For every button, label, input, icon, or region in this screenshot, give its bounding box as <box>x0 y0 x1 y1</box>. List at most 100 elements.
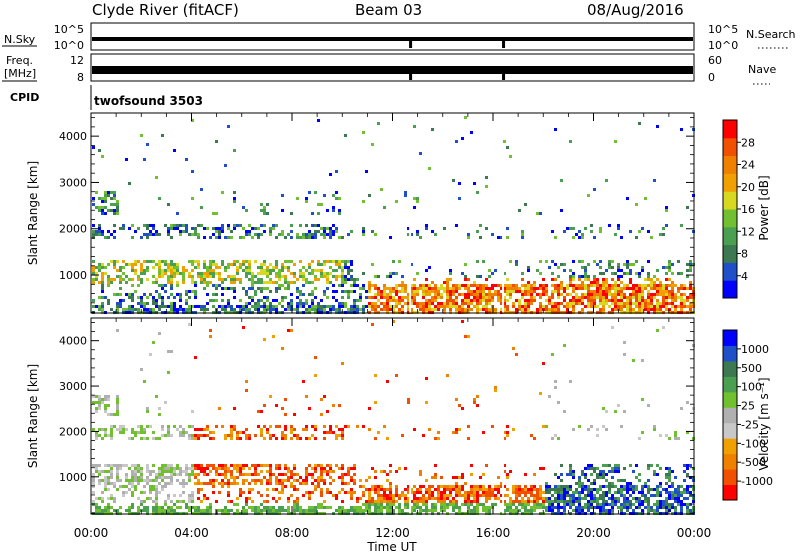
heatmap-cell <box>350 308 353 311</box>
heatmap-cell <box>353 464 356 467</box>
heatmap-cell <box>602 287 605 290</box>
heatmap-cell <box>152 281 155 284</box>
heatmap-cell <box>401 275 404 278</box>
heatmap-cell <box>92 230 95 233</box>
heatmap-cell <box>662 287 665 290</box>
heatmap-cell <box>566 305 569 308</box>
heatmap-cell <box>377 497 380 500</box>
heatmap-cell <box>155 302 158 305</box>
heatmap-cell <box>323 260 326 263</box>
heatmap-cell <box>587 479 590 482</box>
heatmap-cell <box>623 272 626 275</box>
heatmap-cell <box>242 326 245 329</box>
heatmap-cell <box>602 308 605 311</box>
heatmap-cell <box>659 287 662 290</box>
heatmap-cell <box>245 233 248 236</box>
heatmap-cell <box>266 203 269 206</box>
heatmap-cell <box>122 278 125 281</box>
heatmap-cell <box>668 308 671 311</box>
y-tick-label: 2000 <box>59 223 87 236</box>
heatmap-cell <box>449 308 452 311</box>
heatmap-cell <box>98 497 101 500</box>
heatmap-cell <box>596 473 599 476</box>
heatmap-cell <box>146 476 149 479</box>
heatmap-cell <box>665 500 668 503</box>
heatmap-cell <box>278 425 281 428</box>
heatmap-cell <box>131 494 134 497</box>
heatmap-cell <box>557 488 560 491</box>
heatmap-cell <box>584 506 587 509</box>
heatmap-cell <box>371 497 374 500</box>
heatmap-cell <box>194 428 197 431</box>
heatmap-cell <box>491 488 494 491</box>
heatmap-cell <box>143 302 146 305</box>
heatmap-cell <box>239 470 242 473</box>
heatmap-cell <box>590 290 593 293</box>
heatmap-cell <box>512 503 515 506</box>
heatmap-cell <box>338 263 341 266</box>
heatmap-cell <box>314 230 317 233</box>
heatmap-cell <box>476 395 479 398</box>
heatmap-cell <box>296 509 299 512</box>
heatmap-cell <box>422 305 425 308</box>
heatmap-cell <box>428 491 431 494</box>
heatmap-cell <box>200 281 203 284</box>
heatmap-cell <box>557 275 560 278</box>
heatmap-cell <box>308 293 311 296</box>
heatmap-cell <box>389 485 392 488</box>
heatmap-cell <box>233 467 236 470</box>
heatmap-cell <box>473 290 476 293</box>
heatmap-cell <box>647 230 650 233</box>
heatmap-cell <box>575 299 578 302</box>
heatmap-cell <box>377 287 380 290</box>
heatmap-cell <box>338 197 341 200</box>
heatmap-cell <box>584 287 587 290</box>
heatmap-cell <box>488 269 491 272</box>
heatmap-cell <box>296 302 299 305</box>
heatmap-cell <box>167 497 170 500</box>
heatmap-cell <box>257 473 260 476</box>
heatmap-cell <box>341 284 344 287</box>
heatmap-cell <box>326 227 329 230</box>
heatmap-cell <box>665 206 668 209</box>
heatmap-cell <box>326 506 329 509</box>
heatmap-cell <box>335 197 338 200</box>
heatmap-cell <box>245 428 248 431</box>
heatmap-cell <box>122 491 125 494</box>
heatmap-cell <box>116 428 119 431</box>
heatmap-cell <box>92 476 95 479</box>
heatmap-cell <box>503 464 506 467</box>
heatmap-cell <box>143 293 146 296</box>
heatmap-cell <box>554 488 557 491</box>
velocity-y-label: Slant Range [km] <box>26 364 40 468</box>
heatmap-cell <box>230 275 233 278</box>
heatmap-cell <box>641 503 644 506</box>
heatmap-cell <box>644 287 647 290</box>
heatmap-cell <box>224 467 227 470</box>
heatmap-cell <box>623 410 626 413</box>
heatmap-cell <box>350 497 353 500</box>
heatmap-cell <box>383 494 386 497</box>
heatmap-cell <box>563 305 566 308</box>
heatmap-cell <box>254 275 257 278</box>
heatmap-cell <box>287 479 290 482</box>
heatmap-cell <box>536 488 539 491</box>
heatmap-cell <box>182 434 185 437</box>
heatmap-cell <box>137 470 140 473</box>
heatmap-cell <box>587 488 590 491</box>
heatmap-cell <box>548 497 551 500</box>
heatmap-cell <box>134 470 137 473</box>
heatmap-cell <box>257 308 260 311</box>
heatmap-cell <box>473 299 476 302</box>
heatmap-cell <box>206 425 209 428</box>
heatmap-cell <box>200 488 203 491</box>
heatmap-cell <box>422 308 425 311</box>
heatmap-cell <box>263 506 266 509</box>
heatmap-cell <box>509 500 512 503</box>
heatmap-cell <box>113 266 116 269</box>
heatmap-cell <box>611 302 614 305</box>
heatmap-cell <box>290 494 293 497</box>
heatmap-cell <box>170 467 173 470</box>
heatmap-cell <box>512 428 515 431</box>
heatmap-cell <box>128 488 131 491</box>
